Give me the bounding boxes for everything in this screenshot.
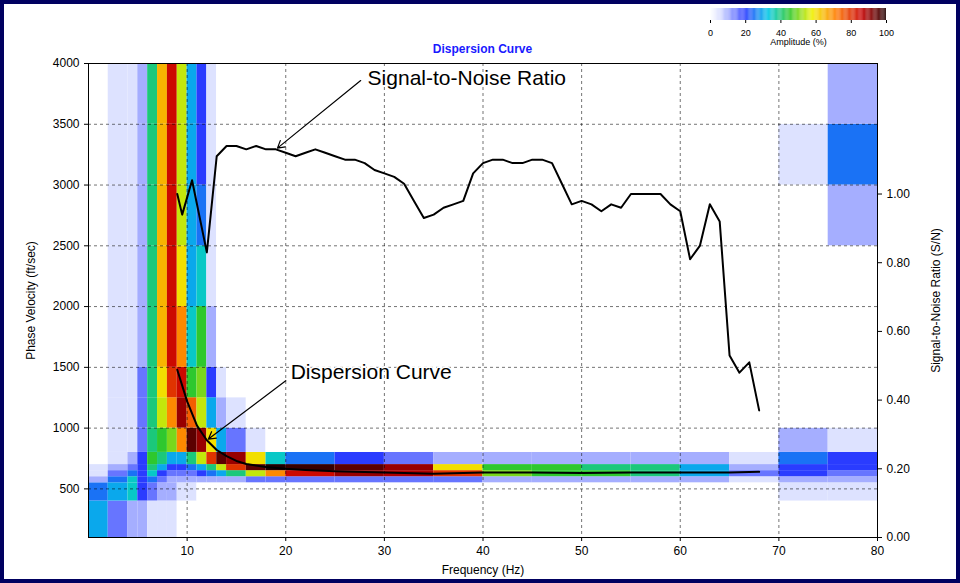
svg-text:3000: 3000	[53, 178, 80, 192]
svg-text:20: 20	[279, 544, 293, 558]
svg-text:20: 20	[741, 28, 751, 38]
svg-text:1.00: 1.00	[887, 187, 911, 201]
svg-text:0.80: 0.80	[887, 256, 911, 270]
svg-text:4000: 4000	[53, 56, 80, 70]
svg-text:60: 60	[811, 27, 822, 38]
svg-text:100: 100	[879, 28, 894, 38]
svg-text:70: 70	[772, 544, 786, 558]
svg-text:1500: 1500	[53, 360, 80, 374]
svg-text:2500: 2500	[53, 239, 80, 253]
svg-text:30: 30	[378, 544, 392, 558]
svg-text:Phase Velocity (ft/sec): Phase Velocity (ft/sec)	[24, 241, 38, 360]
svg-text:40: 40	[476, 544, 490, 558]
svg-text:500: 500	[59, 482, 79, 496]
svg-text:Dispersion Curve: Dispersion Curve	[291, 360, 452, 383]
svg-text:50: 50	[575, 544, 589, 558]
svg-text:Signal-to-Noise Ratio: Signal-to-Noise Ratio	[368, 66, 566, 89]
html-text:Dispersion Curve: Dispersion Curve	[432, 42, 533, 56]
svg-text:Frequency (Hz): Frequency (Hz)	[442, 563, 525, 577]
svg-text:80: 80	[846, 28, 856, 38]
svg-text:2000: 2000	[53, 299, 80, 313]
svg-text:1000: 1000	[53, 421, 80, 435]
svg-text:60: 60	[674, 544, 688, 558]
svg-text:0.40: 0.40	[887, 393, 911, 407]
svg-text:0: 0	[708, 28, 713, 38]
svg-text:0.00: 0.00	[887, 530, 911, 544]
svg-text:40: 40	[775, 27, 786, 38]
svg-text:0.20: 0.20	[887, 462, 911, 476]
svg-text:Amplitude (%): Amplitude (%)	[770, 37, 827, 47]
svg-text:Signal-to-Noise Ratio (S/N): Signal-to-Noise Ratio (S/N)	[929, 228, 943, 373]
svg-text:80: 80	[871, 544, 885, 558]
svg-text:0.60: 0.60	[887, 324, 911, 338]
svg-text:10: 10	[180, 544, 194, 558]
svg-text:3500: 3500	[53, 117, 80, 131]
